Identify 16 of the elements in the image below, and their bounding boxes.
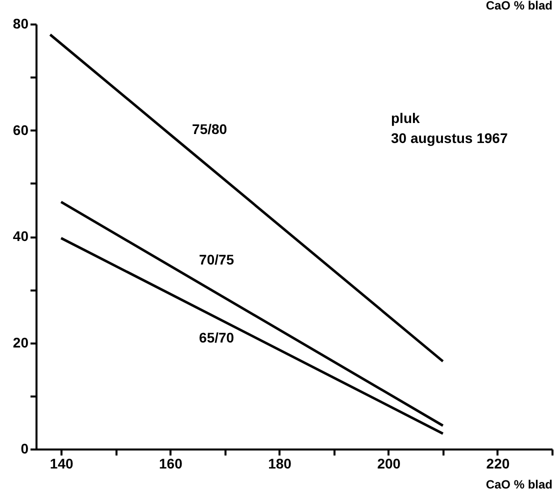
series-label: 70/75: [199, 251, 234, 268]
x-tick-label: 180: [268, 456, 292, 472]
x-tick-label: 220: [486, 456, 510, 472]
y-tick-label: 0: [20, 440, 29, 456]
x-axis-title: CaO % blad: [486, 478, 552, 492]
y-tick-label: 20: [12, 334, 29, 350]
x-tick-label: 200: [377, 456, 401, 472]
x-tick-label: 160: [159, 456, 183, 472]
y-tick-label: 40: [12, 228, 29, 244]
x-tick-label: 140: [50, 456, 74, 472]
series-label: 65/70: [199, 329, 234, 346]
annotation: pluk 30 augustus 1967: [391, 110, 508, 146]
y-axis-title: CaO % blad: [486, 0, 552, 12]
series-label: 75/80: [192, 121, 228, 138]
y-tick-label: 60: [12, 122, 29, 138]
y-tick-label: 80: [12, 16, 29, 32]
